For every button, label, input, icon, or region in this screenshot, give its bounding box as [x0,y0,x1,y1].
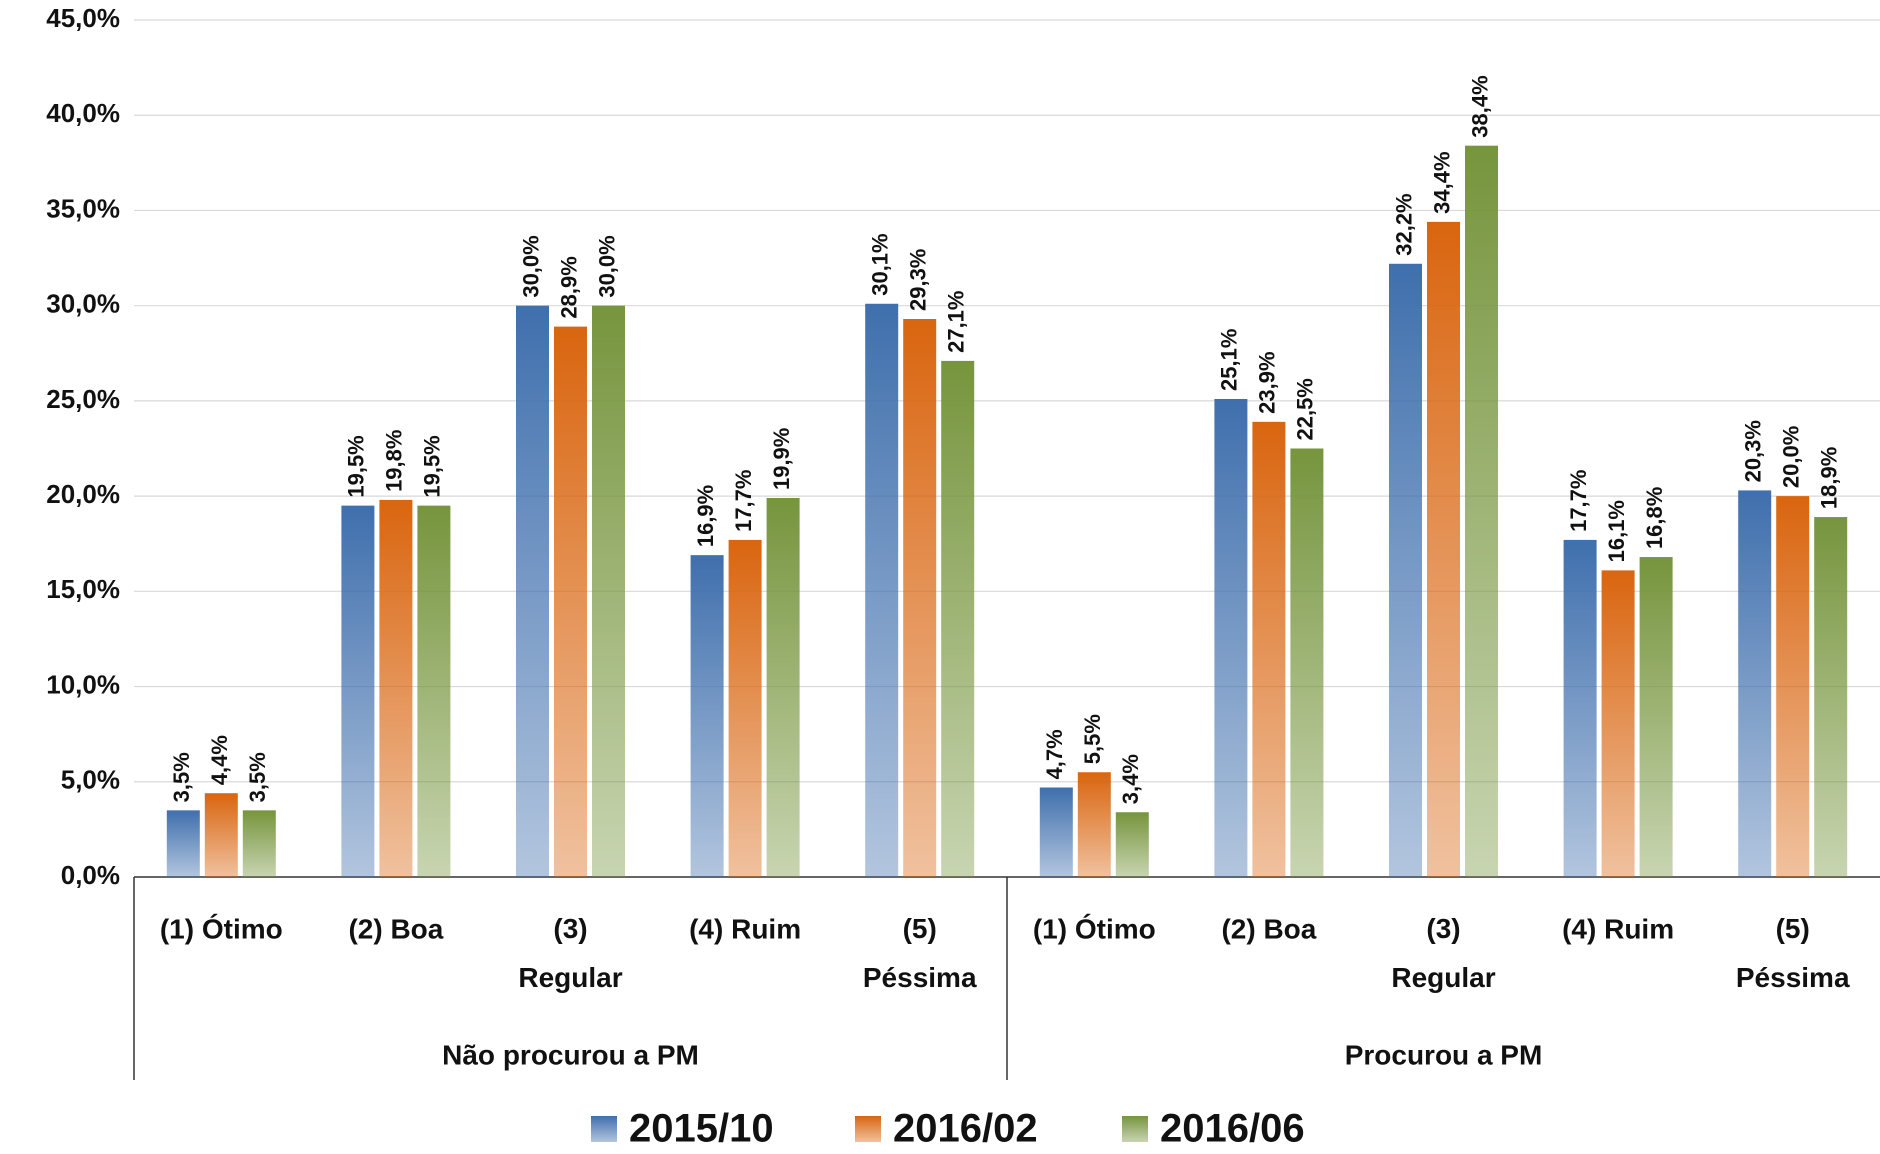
value-label: 19,5% [344,435,369,497]
bar [592,305,625,878]
bar [516,305,549,878]
bar [1563,539,1597,877]
bar [1389,263,1422,877]
legend-swatch [1122,1116,1148,1142]
y-tick-label: 45,0% [46,3,120,33]
legend-label: 2016/02 [893,1107,1038,1151]
legend-swatch [855,1116,881,1142]
group-label: Procurou a PM [1345,1039,1543,1070]
value-label: 29,3% [906,249,931,311]
group-label: Não procurou a PM [442,1039,699,1070]
value-label: 3,5% [169,752,194,802]
bar [341,505,375,877]
x-tick-label: (2) Boa [348,913,443,944]
y-tick-label: 20,0% [46,479,120,509]
value-label: 27,1% [944,291,969,353]
legend-label: 2015/10 [629,1107,774,1151]
value-label: 28,9% [556,256,581,318]
x-tick-label: (5) Péssima [863,913,977,993]
bar [417,505,451,877]
y-tick-label: 0,0% [61,860,120,890]
bar [1427,221,1460,878]
x-tick-label: (3) Regular [518,913,622,993]
value-label: 16,8% [1642,487,1667,549]
value-label: 30,0% [594,235,619,297]
y-tick-label: 15,0% [46,574,120,604]
bar [766,498,800,877]
y-tick-label: 30,0% [46,289,120,319]
bar [1601,570,1635,877]
x-tick-label: (1) Ótimo [160,913,283,944]
bar [1214,398,1248,877]
value-label: 19,5% [420,435,445,497]
x-tick-label: (4) Ruim [1562,913,1674,944]
value-label: 18,9% [1817,447,1842,509]
value-label: 30,1% [868,233,893,295]
x-tick-label: (3) Regular [1391,913,1495,993]
bar [166,810,200,877]
x-tick-label: (5) Péssima [1736,913,1850,993]
x-tick-label: (1) Ótimo [1033,913,1156,944]
bar [865,303,899,877]
legend-swatch [591,1116,617,1142]
value-label: 23,9% [1255,351,1280,413]
value-label: 5,5% [1080,714,1105,764]
y-tick-label: 5,0% [61,765,120,795]
y-tick-label: 10,0% [46,669,120,699]
value-label: 16,9% [693,485,718,547]
value-label: 3,4% [1118,754,1143,804]
bar [903,318,937,877]
bar [1465,145,1498,877]
value-label: 4,7% [1042,729,1067,779]
value-label: 19,8% [382,430,407,492]
value-label: 20,0% [1779,426,1804,488]
value-label: 20,3% [1741,420,1766,482]
value-label: 30,0% [518,235,543,297]
bar [1639,557,1673,877]
value-label: 4,4% [207,735,232,785]
bar [379,499,413,877]
value-label: 3,5% [245,752,270,802]
bar [1115,812,1149,877]
x-tick-label: (2) Boa [1221,913,1316,944]
y-tick-label: 40,0% [46,98,120,128]
bar [1252,421,1286,877]
legend-label: 2016/06 [1160,1107,1305,1151]
y-tick-label: 35,0% [46,193,120,223]
value-label: 34,4% [1429,151,1454,213]
bar [1738,490,1772,877]
bar [1776,496,1810,877]
value-label: 17,7% [1566,470,1591,532]
value-label: 38,4% [1467,75,1492,137]
bar [1077,772,1111,877]
bar [242,810,276,877]
bar [204,793,238,877]
bar [941,360,975,877]
value-label: 22,5% [1293,378,1318,440]
y-tick-label: 25,0% [46,384,120,414]
value-label: 17,7% [731,470,756,532]
bar [1290,448,1324,877]
bar [690,555,724,877]
x-tick-label: (4) Ruim [689,913,801,944]
value-label: 19,9% [769,428,794,490]
bar [728,539,762,877]
bar [1039,787,1073,877]
bar [1814,517,1848,877]
bar [554,326,587,877]
value-label: 32,2% [1391,193,1416,255]
value-label: 25,1% [1217,329,1242,391]
value-label: 16,1% [1604,500,1629,562]
